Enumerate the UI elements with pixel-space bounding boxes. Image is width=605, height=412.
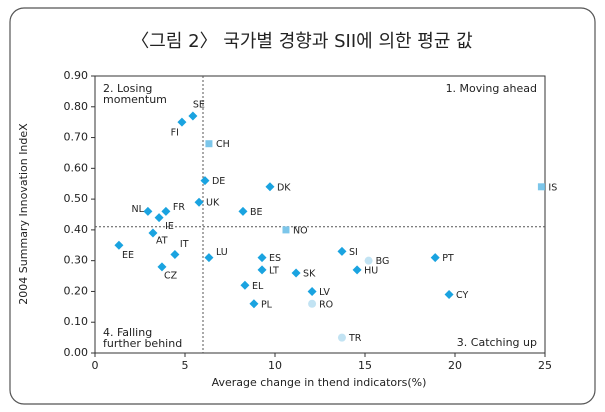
point-label: IT bbox=[180, 239, 189, 250]
point bbox=[143, 206, 153, 216]
point bbox=[537, 183, 545, 191]
point-label: SE bbox=[193, 100, 205, 111]
point bbox=[157, 262, 167, 272]
point-label: CH bbox=[216, 139, 230, 150]
point-label: LU bbox=[216, 247, 228, 258]
point bbox=[265, 182, 275, 192]
point bbox=[444, 290, 454, 300]
point-label: TR bbox=[348, 333, 362, 344]
quadrant-label: 2. Losing bbox=[103, 82, 152, 95]
point bbox=[307, 286, 317, 296]
x-tick-label: 25 bbox=[538, 359, 552, 372]
point bbox=[257, 253, 267, 263]
point-label: SK bbox=[303, 268, 316, 279]
point-label: RO bbox=[319, 299, 333, 310]
point-label: HU bbox=[364, 265, 378, 276]
x-tick-label: 5 bbox=[182, 359, 189, 372]
y-tick-label: 0.40 bbox=[64, 223, 89, 236]
x-tick-label: 10 bbox=[268, 359, 282, 372]
point bbox=[204, 253, 214, 263]
plot-area bbox=[94, 75, 546, 354]
point bbox=[154, 213, 164, 223]
point-label: FI bbox=[171, 128, 179, 139]
point-label: SI bbox=[349, 247, 358, 258]
point bbox=[249, 299, 259, 309]
quadrant-label: momentum bbox=[103, 93, 167, 106]
point bbox=[200, 176, 210, 186]
frame bbox=[9, 7, 596, 405]
point bbox=[161, 206, 171, 216]
point bbox=[308, 299, 317, 308]
quadrant-label: 4. Falling bbox=[103, 326, 152, 339]
point-label: EL bbox=[252, 281, 264, 292]
point bbox=[194, 197, 204, 207]
point-label: CY bbox=[456, 290, 468, 301]
y-axis-label: 2004 Summary Innovation IndeX bbox=[17, 123, 30, 305]
point-label: LT bbox=[269, 265, 279, 276]
point-label: NO bbox=[293, 225, 308, 236]
point bbox=[352, 265, 362, 275]
point-label: BE bbox=[250, 207, 263, 218]
point bbox=[188, 111, 198, 121]
point bbox=[238, 206, 248, 216]
point-label: PL bbox=[261, 299, 273, 310]
point bbox=[177, 117, 187, 127]
point-label: DK bbox=[277, 182, 291, 193]
point-label: PT bbox=[442, 253, 454, 264]
y-tick-label: 0.50 bbox=[64, 192, 89, 205]
point bbox=[240, 280, 250, 290]
x-tick-label: 20 bbox=[448, 359, 462, 372]
point-label: UK bbox=[206, 198, 220, 209]
point bbox=[170, 250, 180, 260]
point bbox=[257, 265, 267, 275]
point-label: IE bbox=[165, 221, 174, 232]
point bbox=[148, 228, 158, 238]
point bbox=[291, 268, 301, 278]
point-label: EE bbox=[122, 250, 134, 261]
y-tick-label: 0.30 bbox=[64, 254, 89, 267]
quadrant-label: 1. Moving ahead bbox=[446, 82, 537, 95]
point-label: DE bbox=[212, 176, 225, 187]
point bbox=[430, 253, 440, 263]
point-label: LV bbox=[319, 287, 330, 298]
point bbox=[364, 256, 373, 265]
y-tick-label: 0.70 bbox=[64, 131, 89, 144]
point bbox=[282, 226, 290, 234]
point-label: IS bbox=[548, 182, 557, 193]
point-label: NL bbox=[132, 204, 145, 215]
point bbox=[114, 240, 124, 250]
point-label: ES bbox=[269, 253, 281, 264]
quadrant-label: further behind bbox=[103, 337, 182, 350]
point-label: FR bbox=[173, 202, 185, 213]
point bbox=[205, 140, 213, 148]
chart-title: 〈그림 2〉 국가별 경향과 SII에 의한 평균 값 bbox=[131, 31, 472, 52]
point-label: AT bbox=[156, 235, 168, 246]
x-tick-label: 15 bbox=[358, 359, 372, 372]
point bbox=[337, 246, 347, 256]
y-tick-label: 0.00 bbox=[64, 346, 89, 359]
quadrant-label: 3. Catching up bbox=[457, 336, 537, 349]
y-tick-label: 0.80 bbox=[64, 100, 89, 113]
point bbox=[337, 333, 346, 342]
x-tick-label: 0 bbox=[92, 359, 99, 372]
y-tick-label: 0.90 bbox=[64, 69, 89, 82]
point-label: BG bbox=[376, 256, 390, 267]
point-label: CZ bbox=[164, 270, 178, 281]
y-tick-label: 0.20 bbox=[64, 284, 89, 297]
y-tick-label: 0.10 bbox=[64, 315, 89, 328]
x-axis-label: Average change in thend indicators(%) bbox=[212, 376, 427, 389]
y-tick-label: 0.60 bbox=[64, 161, 89, 174]
